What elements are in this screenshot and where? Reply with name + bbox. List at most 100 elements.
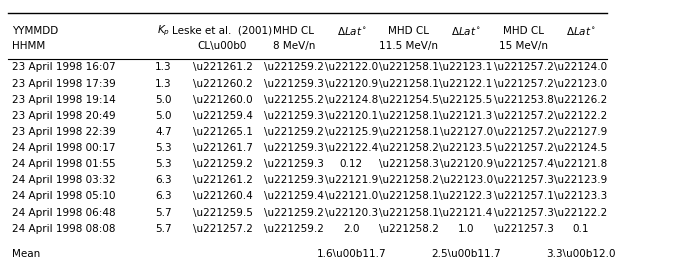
Text: \u22120.1: \u22120.1 xyxy=(324,111,377,121)
Text: 4.7: 4.7 xyxy=(155,127,171,137)
Text: 1.3: 1.3 xyxy=(155,62,171,72)
Text: \u22120.9: \u22120.9 xyxy=(440,159,493,169)
Text: \u221259.3: \u221259.3 xyxy=(264,175,324,185)
Text: \u221258.1: \u221258.1 xyxy=(379,79,438,89)
Text: \u221259.3: \u221259.3 xyxy=(264,143,324,153)
Text: 1.6\u00b11.7: 1.6\u00b11.7 xyxy=(317,249,386,257)
Text: \u221257.2: \u221257.2 xyxy=(192,224,252,234)
Text: CL\u00b0: CL\u00b0 xyxy=(198,41,247,51)
Text: Mean: Mean xyxy=(12,249,40,257)
Text: 1.3: 1.3 xyxy=(155,79,171,89)
Text: \u221258.1: \u221258.1 xyxy=(379,62,438,72)
Text: \u221265.1: \u221265.1 xyxy=(192,127,252,137)
Text: \u22123.1: \u22123.1 xyxy=(440,62,493,72)
Text: Leske et al.  (2001): Leske et al. (2001) xyxy=(173,25,273,35)
Text: \u22120.3: \u22120.3 xyxy=(324,208,377,218)
Text: $\Delta Lat^{\circ}$: $\Delta Lat^{\circ}$ xyxy=(452,24,481,36)
Text: 0.1: 0.1 xyxy=(572,224,589,234)
Text: \u221259.3: \u221259.3 xyxy=(264,159,324,169)
Text: 23 April 1998 20:49: 23 April 1998 20:49 xyxy=(12,111,115,121)
Text: 23 April 1998 16:07: 23 April 1998 16:07 xyxy=(12,62,115,72)
Text: \u221258.1: \u221258.1 xyxy=(379,191,438,201)
Text: 23 April 1998 22:39: 23 April 1998 22:39 xyxy=(12,127,115,137)
Text: HHMM: HHMM xyxy=(12,41,45,51)
Text: \u22127.0: \u22127.0 xyxy=(440,127,493,137)
Text: \u221261.7: \u221261.7 xyxy=(192,143,252,153)
Text: \u22121.9: \u22121.9 xyxy=(324,175,378,185)
Text: \u22123.9: \u22123.9 xyxy=(554,175,607,185)
Text: 2.5\u00b11.7: 2.5\u00b11.7 xyxy=(431,249,501,257)
Text: \u221258.1: \u221258.1 xyxy=(379,111,438,121)
Text: \u22121.3: \u22121.3 xyxy=(440,111,493,121)
Text: 6.3: 6.3 xyxy=(155,175,171,185)
Text: \u22124.8: \u22124.8 xyxy=(324,95,378,105)
Text: \u22121.8: \u22121.8 xyxy=(554,159,607,169)
Text: \u22121.4: \u22121.4 xyxy=(440,208,493,218)
Text: 1.0: 1.0 xyxy=(458,224,475,234)
Text: 24 April 1998 06:48: 24 April 1998 06:48 xyxy=(12,208,115,218)
Text: 11.5 MeV/n: 11.5 MeV/n xyxy=(379,41,438,51)
Text: $\Delta Lat^{\circ}$: $\Delta Lat^{\circ}$ xyxy=(336,24,366,36)
Text: \u221257.2: \u221257.2 xyxy=(493,143,554,153)
Text: \u22127.9: \u22127.9 xyxy=(554,127,607,137)
Text: \u22123.5: \u22123.5 xyxy=(440,143,493,153)
Text: 24 April 1998 08:08: 24 April 1998 08:08 xyxy=(12,224,115,234)
Text: 24 April 1998 00:17: 24 April 1998 00:17 xyxy=(12,143,115,153)
Text: \u221257.2: \u221257.2 xyxy=(493,62,554,72)
Text: 24 April 1998 05:10: 24 April 1998 05:10 xyxy=(12,191,115,201)
Text: \u22122.2: \u22122.2 xyxy=(554,111,607,121)
Text: \u221258.2: \u221258.2 xyxy=(379,175,438,185)
Text: \u221255.2: \u221255.2 xyxy=(264,95,324,105)
Text: 23 April 1998 17:39: 23 April 1998 17:39 xyxy=(12,79,115,89)
Text: \u221258.1: \u221258.1 xyxy=(379,208,438,218)
Text: \u221254.5: \u221254.5 xyxy=(379,95,438,105)
Text: \u22123.3: \u22123.3 xyxy=(554,191,607,201)
Text: 5.0: 5.0 xyxy=(155,95,171,105)
Text: 15 MeV/n: 15 MeV/n xyxy=(499,41,548,51)
Text: 3.3\u00b12.0: 3.3\u00b12.0 xyxy=(546,249,616,257)
Text: 5.0: 5.0 xyxy=(155,111,171,121)
Text: \u221259.3: \u221259.3 xyxy=(264,111,324,121)
Text: MHD CL: MHD CL xyxy=(388,25,429,35)
Text: \u22122.3: \u22122.3 xyxy=(440,191,493,201)
Text: \u22124.5: \u22124.5 xyxy=(554,143,607,153)
Text: \u22121.0: \u22121.0 xyxy=(324,191,377,201)
Text: \u22123.0: \u22123.0 xyxy=(554,79,607,89)
Text: 24 April 1998 01:55: 24 April 1998 01:55 xyxy=(12,159,115,169)
Text: 5.7: 5.7 xyxy=(155,224,171,234)
Text: \u221257.3: \u221257.3 xyxy=(493,175,554,185)
Text: \u221257.4: \u221257.4 xyxy=(493,159,554,169)
Text: \u221260.2: \u221260.2 xyxy=(192,79,252,89)
Text: \u221258.1: \u221258.1 xyxy=(379,127,438,137)
Text: 0.12: 0.12 xyxy=(340,159,363,169)
Text: 6.3: 6.3 xyxy=(155,191,171,201)
Text: \u221257.2: \u221257.2 xyxy=(493,79,554,89)
Text: \u22122.1: \u22122.1 xyxy=(440,79,493,89)
Text: \u22124.0: \u22124.0 xyxy=(554,62,607,72)
Text: \u22126.2: \u22126.2 xyxy=(554,95,607,105)
Text: \u22122.0: \u22122.0 xyxy=(324,62,377,72)
Text: 23 April 1998 19:14: 23 April 1998 19:14 xyxy=(12,95,115,105)
Text: YYMMDD: YYMMDD xyxy=(12,25,58,35)
Text: \u221259.2: \u221259.2 xyxy=(264,127,324,137)
Text: \u22122.4: \u22122.4 xyxy=(324,143,378,153)
Text: 5.7: 5.7 xyxy=(155,208,171,218)
Text: \u22122.2: \u22122.2 xyxy=(554,208,607,218)
Text: \u22123.0: \u22123.0 xyxy=(440,175,493,185)
Text: 5.3: 5.3 xyxy=(155,159,171,169)
Text: MHD CL: MHD CL xyxy=(503,25,544,35)
Text: \u221259.3: \u221259.3 xyxy=(264,79,324,89)
Text: \u221259.2: \u221259.2 xyxy=(264,208,324,218)
Text: \u221257.2: \u221257.2 xyxy=(493,111,554,121)
Text: $\Delta Lat^{\circ}$: $\Delta Lat^{\circ}$ xyxy=(566,24,596,36)
Text: \u221259.4: \u221259.4 xyxy=(264,191,324,201)
Text: \u221257.2: \u221257.2 xyxy=(493,127,554,137)
Text: 2.0: 2.0 xyxy=(343,224,359,234)
Text: \u221259.2: \u221259.2 xyxy=(264,62,324,72)
Text: \u221259.4: \u221259.4 xyxy=(192,111,252,121)
Text: $K_p$: $K_p$ xyxy=(157,23,170,38)
Text: \u221260.0: \u221260.0 xyxy=(193,95,252,105)
Text: \u221259.2: \u221259.2 xyxy=(192,159,252,169)
Text: \u221261.2: \u221261.2 xyxy=(192,62,252,72)
Text: MHD CL: MHD CL xyxy=(273,25,315,35)
